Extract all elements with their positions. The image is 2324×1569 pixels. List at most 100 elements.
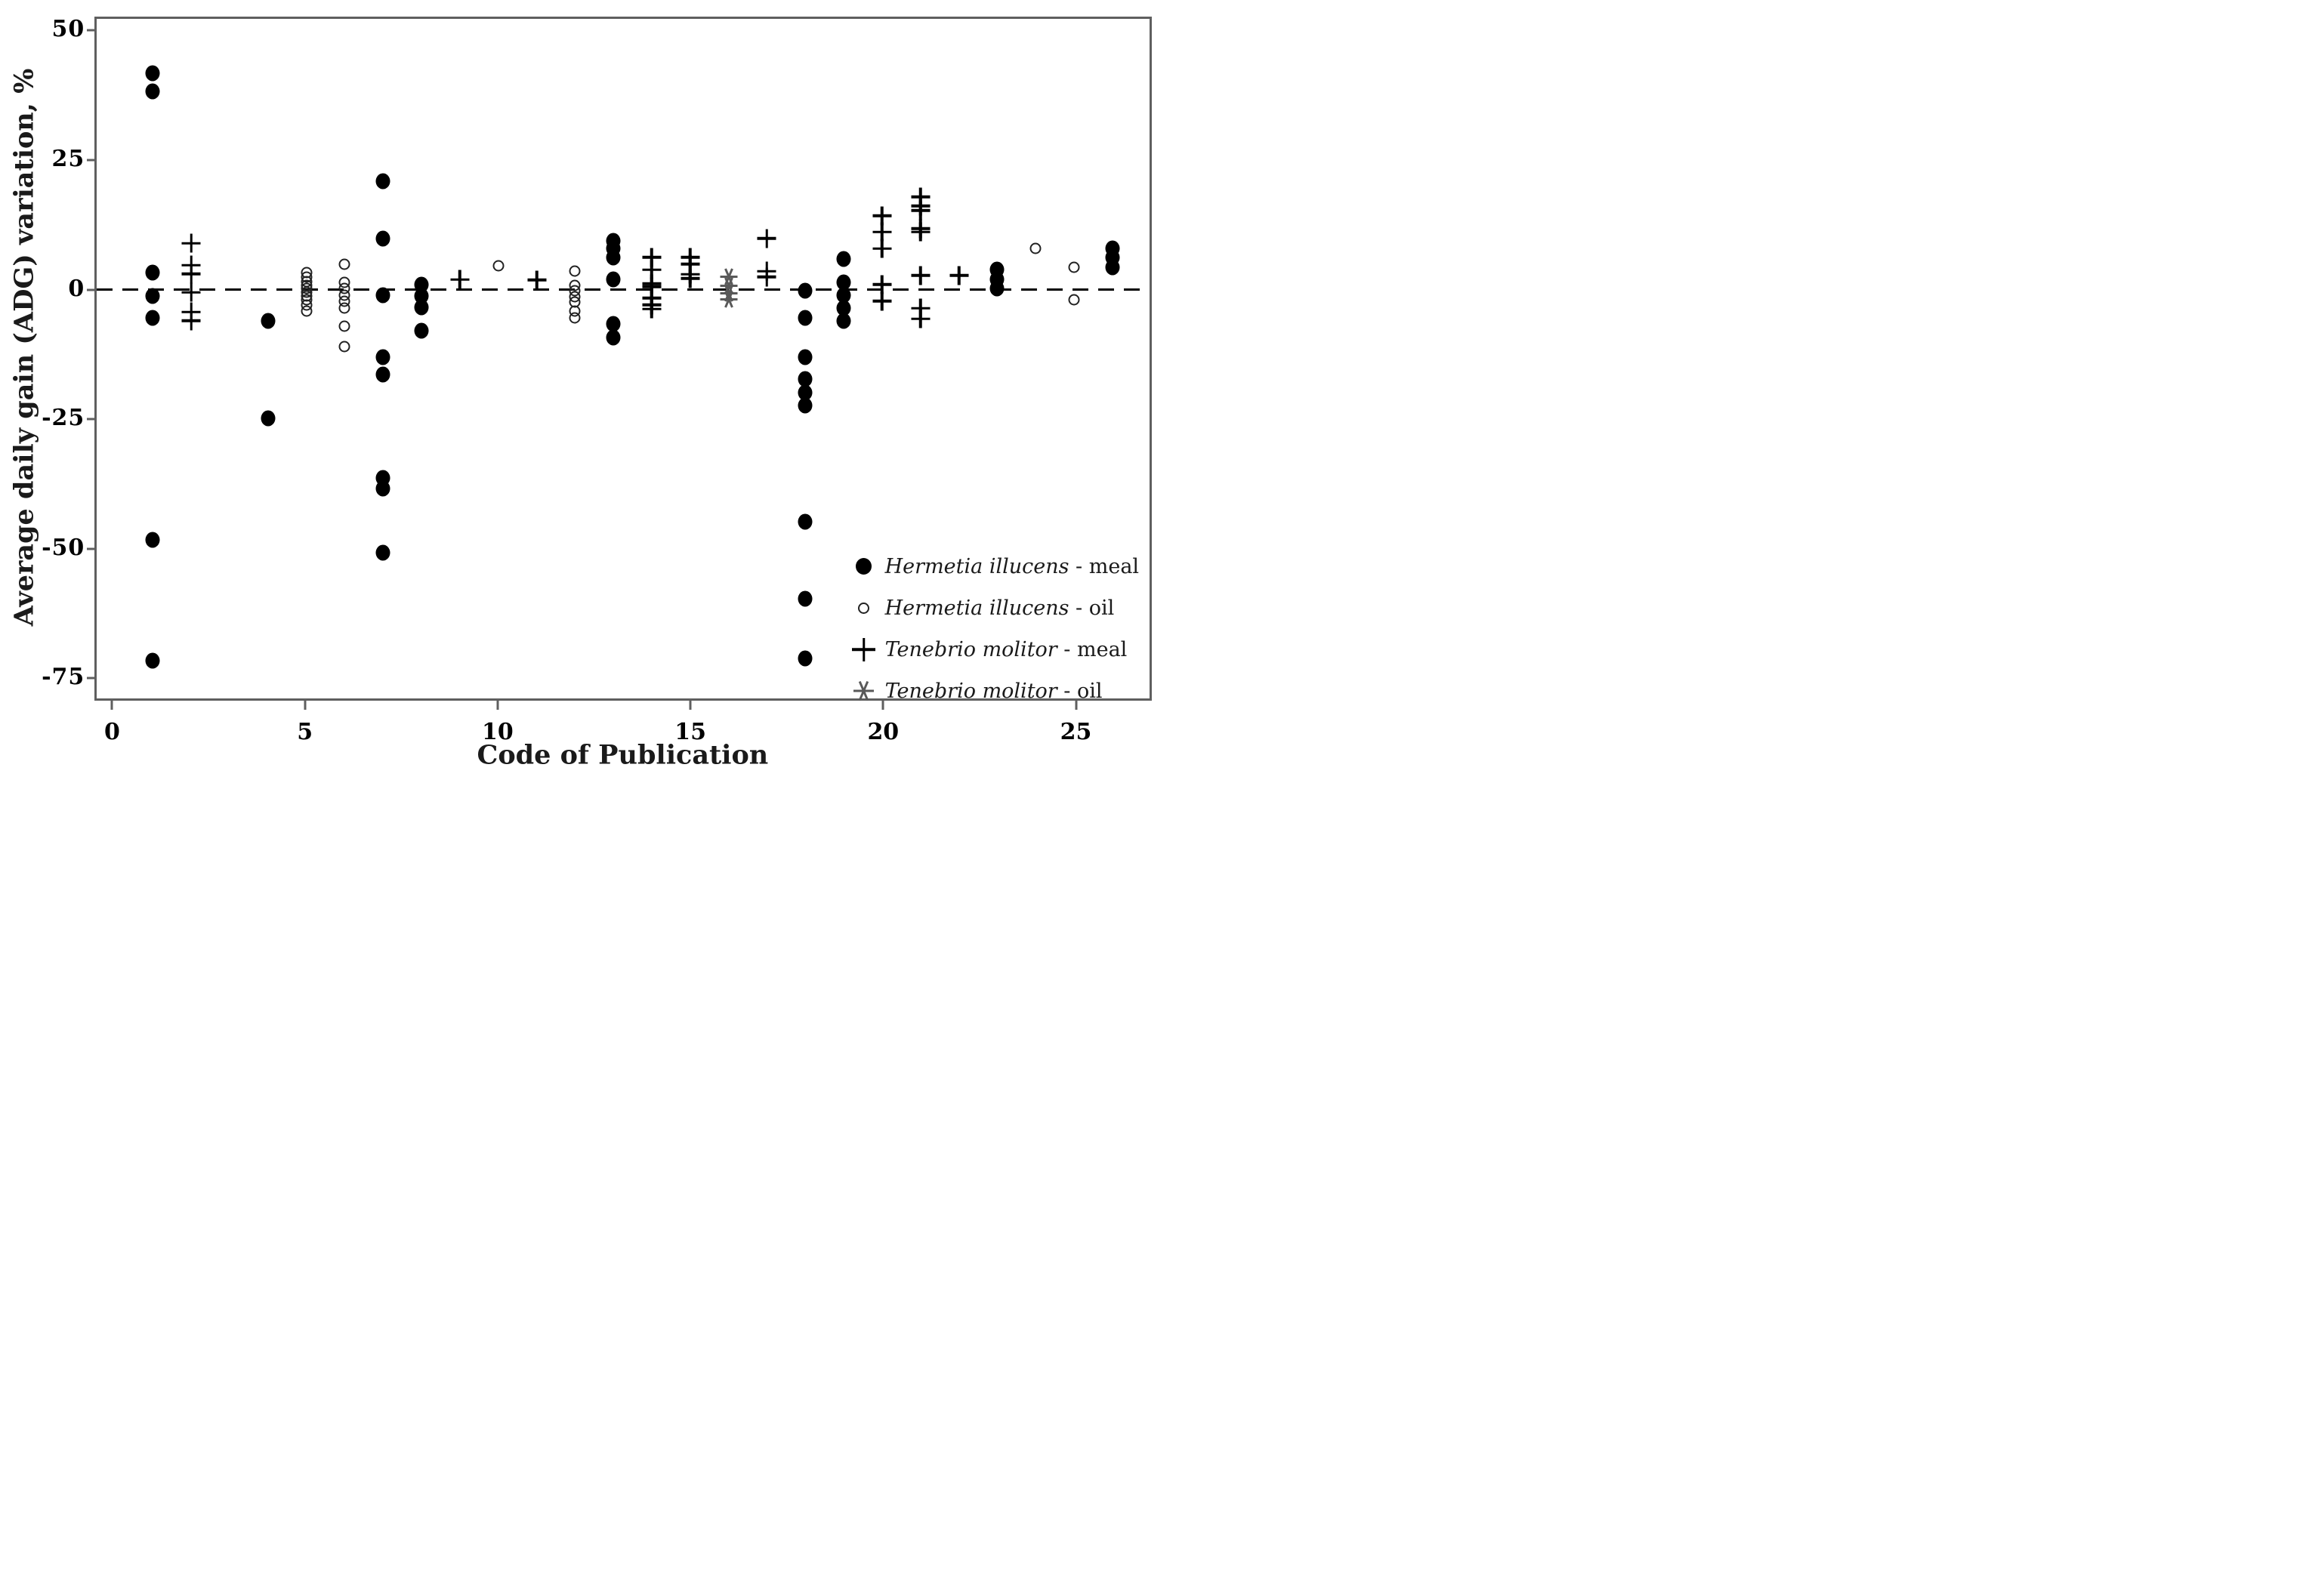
x-tick-label: 0 bbox=[104, 718, 120, 745]
legend-item-tenebrio-meal: Tenebrio molitor - meal bbox=[847, 629, 1139, 670]
data-point-dot bbox=[145, 264, 160, 281]
data-point-plus bbox=[757, 229, 776, 248]
data-point-dot bbox=[414, 322, 429, 339]
data-point-dot bbox=[375, 173, 390, 190]
data-point-plus bbox=[911, 222, 931, 242]
x-tick-mark bbox=[881, 700, 884, 710]
data-point-dot bbox=[798, 349, 813, 365]
data-point-circle bbox=[492, 260, 505, 272]
data-point-plus bbox=[181, 264, 201, 284]
x-tick-label: 5 bbox=[297, 718, 313, 745]
legend-marker-circle-icon bbox=[847, 591, 881, 624]
data-point-dot bbox=[145, 288, 160, 304]
data-point-plus bbox=[872, 275, 892, 294]
data-point-dot bbox=[145, 652, 160, 669]
legend-label: Hermetia illucens - oil bbox=[884, 596, 1115, 620]
y-tick-label: -75 bbox=[42, 664, 85, 691]
data-point-dot bbox=[375, 287, 390, 304]
data-point-dot bbox=[836, 251, 851, 267]
data-point-dot bbox=[375, 230, 390, 247]
data-point-plus bbox=[872, 206, 892, 226]
data-point-dot bbox=[606, 249, 621, 266]
data-point-plus bbox=[872, 222, 892, 242]
data-point-dot bbox=[1105, 259, 1120, 276]
data-point-circle bbox=[1068, 294, 1080, 306]
data-point-dot bbox=[375, 480, 390, 497]
data-point-dot bbox=[798, 590, 813, 607]
y-tick-label: 50 bbox=[51, 16, 85, 43]
y-tick-mark bbox=[86, 547, 95, 550]
data-point-ast bbox=[720, 277, 738, 294]
legend-label: Tenebrio molitor - meal bbox=[884, 637, 1128, 661]
data-point-plus bbox=[911, 201, 931, 220]
legend-marker-plus-icon bbox=[847, 633, 881, 666]
y-tick-label: -25 bbox=[42, 405, 85, 432]
data-point-dot bbox=[145, 532, 160, 548]
y-tick-mark bbox=[86, 288, 95, 291]
x-tick-mark bbox=[304, 700, 307, 710]
data-point-plus bbox=[181, 282, 201, 302]
data-point-plus bbox=[911, 309, 931, 328]
x-tick-label: 10 bbox=[482, 718, 514, 745]
y-tick-mark bbox=[86, 159, 95, 162]
y-tick-label: 25 bbox=[51, 146, 85, 173]
data-point-plus bbox=[527, 270, 546, 290]
data-point-ast bbox=[720, 267, 738, 285]
data-point-dot bbox=[798, 384, 813, 401]
data-point-circle bbox=[338, 341, 350, 353]
legend-item-hermetia-oil: Hermetia illucens - oil bbox=[847, 587, 1139, 629]
data-point-circle bbox=[338, 258, 350, 270]
data-point-plus bbox=[181, 311, 201, 331]
legend-marker-dot-icon bbox=[847, 550, 881, 583]
y-tick-label: -50 bbox=[42, 534, 85, 561]
y-tick-mark bbox=[86, 29, 95, 32]
data-point-circle bbox=[301, 305, 313, 317]
data-point-dot bbox=[798, 650, 813, 667]
data-point-plus bbox=[872, 239, 892, 258]
data-point-dot bbox=[261, 410, 276, 427]
scatter-figure: Average daily gain (ADG) variation, % Co… bbox=[0, 0, 1162, 784]
data-point-plus bbox=[681, 269, 700, 288]
x-tick-mark bbox=[1075, 700, 1078, 710]
legend-label: Tenebrio molitor - oil bbox=[884, 679, 1103, 703]
data-point-circle bbox=[1029, 242, 1042, 254]
zero-dashed-line bbox=[97, 288, 1150, 291]
legend-marker-asterisk-icon bbox=[847, 674, 881, 707]
data-point-plus bbox=[949, 266, 969, 285]
data-point-dot bbox=[145, 83, 160, 100]
data-point-circle bbox=[1068, 261, 1080, 273]
plot-area: Hermetia illucens - meal Hermetia illuce… bbox=[94, 16, 1152, 703]
data-point-circle bbox=[569, 312, 581, 324]
data-point-plus bbox=[642, 260, 662, 279]
x-tick-mark bbox=[110, 700, 113, 710]
data-point-dot bbox=[798, 371, 813, 387]
data-point-plus bbox=[911, 266, 931, 285]
data-point-plus bbox=[181, 233, 201, 253]
data-point-plus bbox=[681, 254, 700, 274]
data-point-plus bbox=[911, 298, 931, 318]
data-point-dot bbox=[375, 349, 390, 365]
x-tick-mark bbox=[689, 700, 692, 710]
data-point-dot bbox=[798, 397, 813, 414]
data-point-dot bbox=[798, 282, 813, 299]
data-point-plus bbox=[642, 299, 662, 319]
data-point-dot bbox=[836, 274, 851, 291]
data-point-ast bbox=[720, 291, 738, 308]
x-tick-label: 15 bbox=[674, 718, 706, 745]
data-point-dot bbox=[836, 300, 851, 316]
data-point-plus bbox=[642, 277, 662, 297]
legend-item-tenebrio-oil: Tenebrio molitor - oil bbox=[847, 670, 1139, 712]
data-point-dot bbox=[261, 313, 276, 329]
data-point-dot bbox=[606, 271, 621, 288]
y-tick-mark bbox=[86, 418, 95, 421]
y-tick-label: 0 bbox=[68, 275, 85, 302]
data-point-dot bbox=[606, 316, 621, 332]
data-point-circle bbox=[338, 302, 350, 314]
data-point-ast bbox=[720, 285, 738, 302]
data-point-dot bbox=[798, 513, 813, 530]
data-point-circle bbox=[338, 320, 350, 332]
data-point-dot bbox=[798, 310, 813, 326]
legend-label: Hermetia illucens - meal bbox=[884, 554, 1140, 578]
data-point-dot bbox=[414, 299, 429, 316]
data-point-plus bbox=[450, 270, 470, 289]
